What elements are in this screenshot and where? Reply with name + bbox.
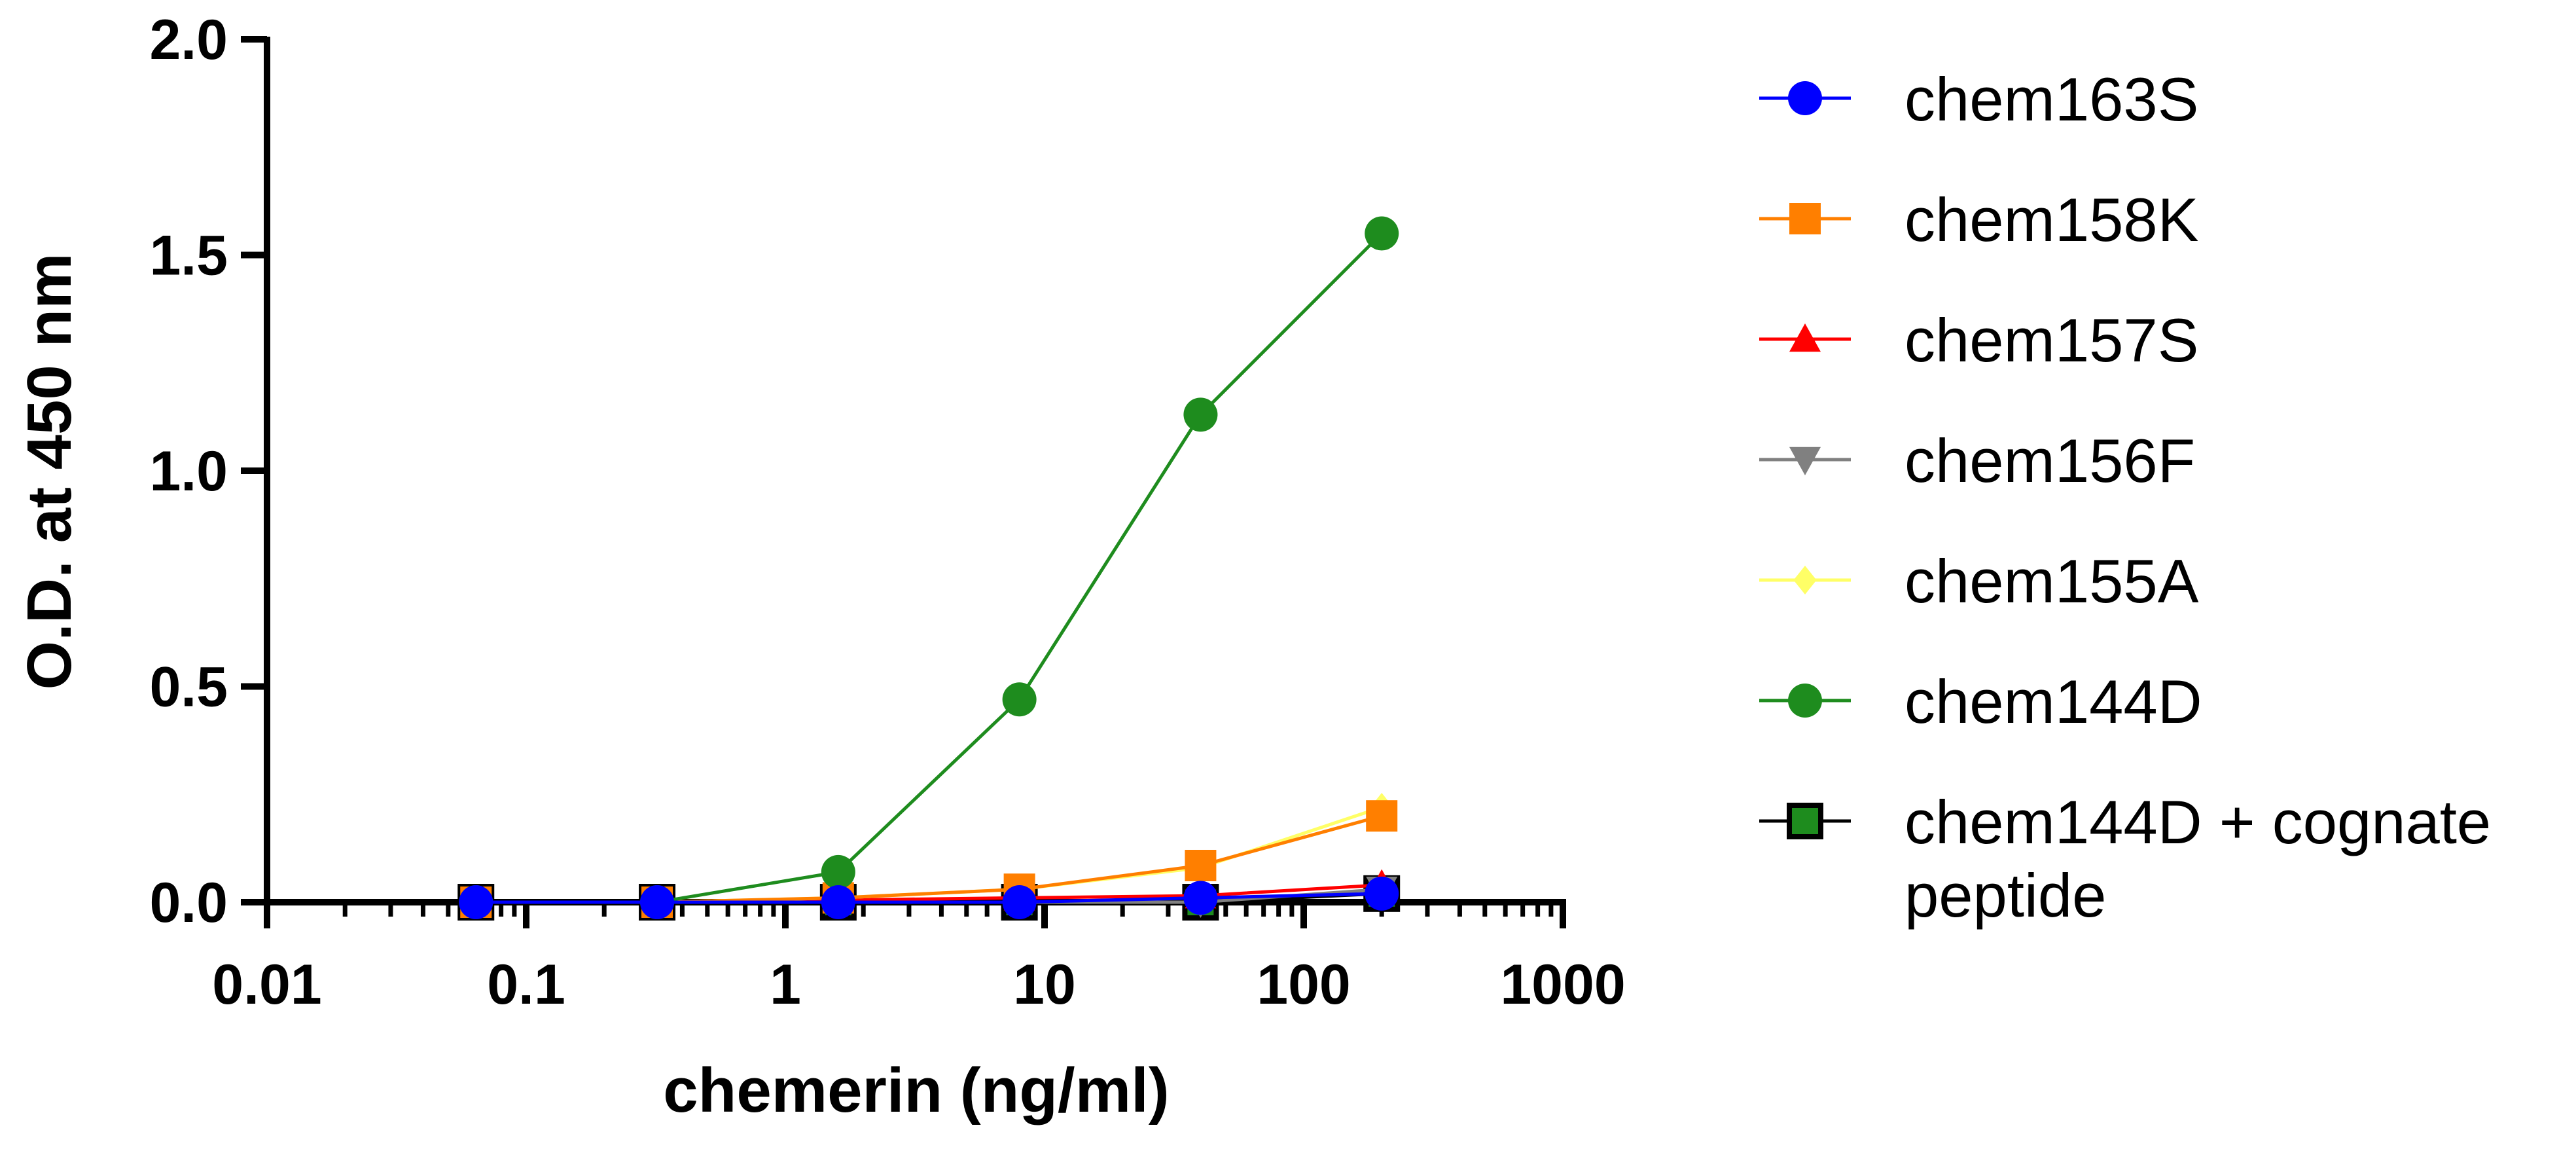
legend-item-chem144d: chem144D [1759, 667, 2202, 736]
data-point [1365, 216, 1399, 251]
data-point [1185, 849, 1217, 881]
y-axis-title: O.D. at 450 nm [14, 253, 84, 690]
data-point [821, 854, 855, 889]
legend-item-chem157s: chem157S [1759, 306, 2198, 375]
y-tick-label: 2.0 [149, 9, 228, 71]
legend-label: chem155A [1905, 547, 2199, 615]
legend-label: chem144D + cognate [1905, 788, 2491, 856]
x-tick-label: 0.1 [487, 953, 565, 1016]
x-tick-label: 0.01 [212, 953, 321, 1016]
data-point [821, 885, 855, 919]
legend-label: chem144D [1905, 667, 2202, 736]
legend-swatch-marker [1789, 323, 1821, 352]
series-chem144d [459, 216, 1399, 919]
data-point [1183, 881, 1218, 915]
data-point [1366, 800, 1398, 832]
y-tick-label: 0.0 [149, 871, 228, 934]
data-point [640, 885, 675, 919]
legend-label: chem163S [1905, 65, 2198, 134]
legend-swatch-marker [1793, 566, 1817, 594]
legend-swatch-marker [1788, 81, 1822, 115]
x-tick-label: 1 [770, 953, 801, 1016]
legend-label: peptide [1905, 861, 2106, 930]
data-point [1002, 885, 1037, 919]
legend-swatch-marker [1789, 447, 1821, 475]
y-tick-label: 0.5 [149, 656, 228, 719]
x-tick-label: 1000 [1500, 953, 1625, 1016]
legend-swatch-marker [1788, 684, 1822, 718]
legend: chem163S chem158K chem157S chem156F chem155A… [1759, 65, 2491, 930]
legend-item-chem155a: chem155A [1759, 547, 2199, 615]
legend-item-chem158k: chem158K [1759, 185, 2198, 254]
series-layer [457, 216, 1401, 921]
data-point [1365, 876, 1399, 911]
axes: 0.0 0.5 1.0 1.5 2.0 0.01 0.1 1 10 100 1000 [149, 9, 1625, 1016]
data-point [1002, 682, 1037, 717]
x-tick-label: 100 [1257, 953, 1351, 1016]
legend-label: chem156F [1905, 426, 2195, 495]
series-chem163s [459, 876, 1399, 919]
legend-swatch-marker [1787, 803, 1823, 839]
data-point [459, 885, 493, 919]
x-axis-title: chemerin (ng/ml) [663, 1055, 1169, 1125]
y-tick-label: 1.0 [149, 440, 228, 503]
legend-swatch-marker [1789, 203, 1821, 234]
x-tick-label: 10 [1013, 953, 1076, 1016]
data-point [1183, 397, 1218, 432]
legend-item-chem156f: chem156F [1759, 426, 2195, 495]
series-line [476, 814, 1382, 904]
series-line [476, 892, 1382, 904]
y-tick-label: 1.5 [149, 225, 228, 287]
legend-item-chem163s: chem163S [1759, 65, 2198, 134]
legend-label: chem158K [1905, 185, 2198, 254]
series-line [476, 232, 1383, 904]
legend-label: chem157S [1905, 306, 2198, 375]
